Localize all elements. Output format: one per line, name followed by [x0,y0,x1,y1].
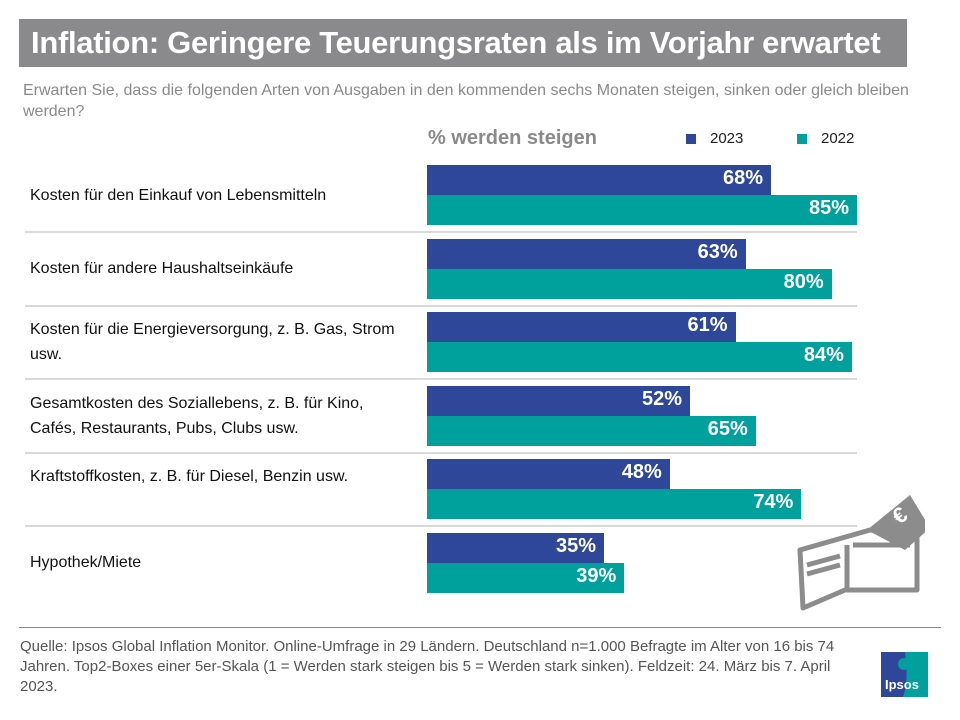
category-label: Kosten für die Energieversorgung, z. B. … [30,321,395,363]
ipsos-logo: Ipsos [881,652,928,697]
bar-2023: 52% [427,385,691,416]
row-divider [25,451,857,454]
bar-2023: 35% [427,532,605,563]
legend-label: 2022 [821,130,855,147]
category-label: Kosten für andere Haushaltseinkäufe [30,260,294,277]
chart-title: Inflation: Geringere Teuerungsraten als … [31,25,881,60]
data-label: 35% [556,534,597,557]
category-label: Gesamtkosten des Soziallebens, z. B. für… [30,394,364,437]
row-divider [25,525,857,527]
category-label: Kraftstoffkosten, z. B. für Diesel, Benz… [30,468,349,485]
data-label: 85% [808,197,849,219]
data-label: 39% [576,564,617,587]
legend-swatch [797,133,807,144]
row-divider [25,378,857,380]
data-label: 68% [722,167,763,189]
source-note: Quelle: Ipsos Global Inflation Monitor. … [20,638,835,695]
wallet-euro-icon: € [797,495,925,611]
data-label: 63% [697,240,738,263]
bar-2023: 63% [427,238,746,269]
legend-label: 2023 [710,130,744,147]
row-divider [25,231,857,233]
bar-2022: 74% [427,489,802,519]
axis-label: % werden steigen [428,127,597,149]
bar-2022: 80% [427,268,832,299]
title-bar: Inflation: Geringere Teuerungsraten als … [19,19,907,67]
category-label: Kosten für den Einkauf von Lebensmitteln [30,186,327,204]
data-label: 52% [642,387,683,410]
data-label: 65% [707,417,748,440]
bar-2022: 65% [427,415,756,446]
bar-2023: 68% [427,165,771,195]
bar-2022: 39% [427,562,625,593]
data-label: 84% [803,344,844,366]
category-label: Hypothek/Miete [30,554,142,571]
chart-subtitle: Erwarten Sie, dass die folgenden Arten v… [23,82,909,120]
data-label: 61% [687,314,728,336]
bar-2022: 85% [427,195,857,225]
data-label: 74% [753,491,794,513]
footer-divider [19,627,941,628]
legend-item-2023: 2023 [686,130,743,147]
legend-item-2022: 2022 [797,130,854,147]
bar-2022: 84% [427,342,852,372]
svg-text:Ipsos: Ipsos [885,677,919,692]
data-label: 48% [621,461,662,483]
legend-swatch [686,133,696,144]
bar-2023: 61% [427,312,736,342]
data-label: 80% [783,270,824,293]
row-divider [25,304,857,307]
bar-2023: 48% [427,459,670,489]
